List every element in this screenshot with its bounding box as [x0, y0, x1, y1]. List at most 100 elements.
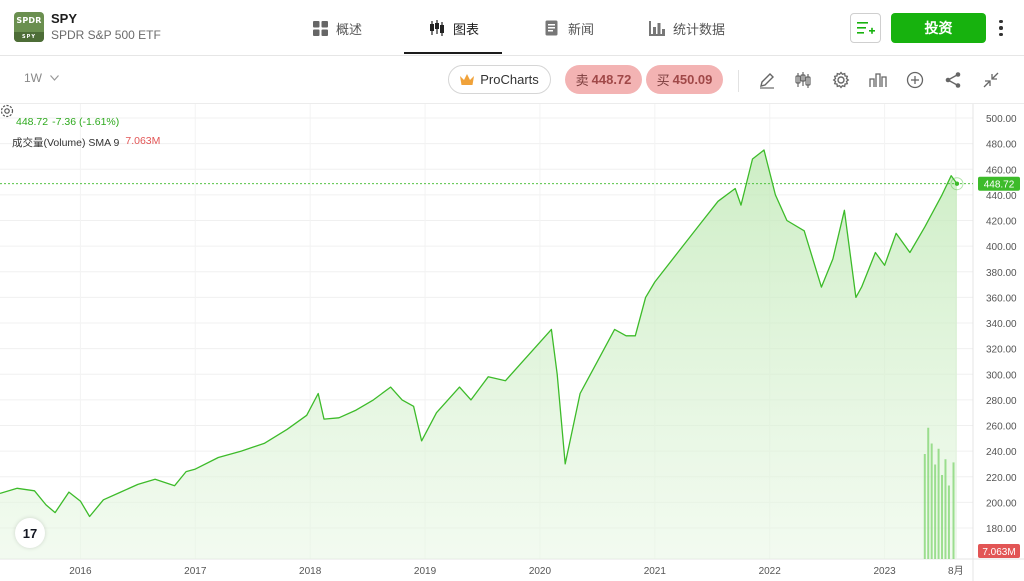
share-icon: [945, 72, 961, 88]
y-tick-label: 400.00: [986, 242, 1017, 253]
y-tick-label: 260.00: [986, 422, 1017, 433]
price-legend: 448.72 -7.36 (-1.61%): [16, 116, 119, 128]
add-indicator-button[interactable]: [903, 68, 927, 92]
prochart-button[interactable]: ProCharts: [448, 65, 551, 94]
volume-value: 7.063M: [125, 135, 161, 147]
chart-toolbar: 1W ProCharts 卖 448.72 买 450.09: [0, 56, 1024, 104]
tradingview-logo[interactable]: 17: [15, 518, 45, 548]
tab-news[interactable]: 新闻: [545, 0, 594, 56]
buy-prefix: 买: [656, 73, 670, 88]
y-tick-label: 360.00: [986, 293, 1017, 304]
indicators-icon: [869, 73, 887, 87]
more-options-icon[interactable]: [995, 15, 1007, 41]
y-tick-label: 220.00: [986, 473, 1017, 484]
price-chart[interactable]: 180.00 200.00 220.00 240.00 260.00 280.00 300.…: [0, 104, 1024, 581]
indicators-button[interactable]: [866, 68, 890, 92]
legend-price: 448.72: [16, 116, 49, 128]
tab-news-label: 新闻: [568, 21, 595, 37]
legend-change: -7.36 (-1.61%): [52, 116, 120, 128]
timeframe-value: 1W: [24, 71, 42, 85]
y-tick-label: 500.00: [986, 114, 1017, 125]
tab-stats-label: 统计数据: [673, 21, 726, 37]
sell-price: 448.72: [591, 72, 632, 87]
x-tick-label: 2017: [184, 566, 207, 577]
volume-bar: [930, 443, 933, 559]
buy-price: 450.09: [672, 72, 713, 87]
y-tick-label: 180.00: [986, 524, 1017, 535]
x-tick-label: 2023: [873, 566, 896, 577]
tab-stats[interactable]: 统计数据: [649, 0, 725, 56]
grid-icon: [313, 20, 328, 36]
candles-icon: [795, 72, 811, 88]
y-tick-label: 460.00: [986, 165, 1017, 176]
volume-bar: [952, 462, 955, 559]
prochart-label: ProCharts: [480, 72, 539, 87]
gear-icon: [832, 71, 850, 89]
plus-circle-icon: [906, 71, 924, 89]
tab-chart-label: 图表: [453, 21, 480, 37]
last-price-badge-label: 448.72: [984, 180, 1015, 191]
y-tick-label: 380.00: [986, 268, 1017, 279]
chart-settings-gear-icon[interactable]: [0, 104, 14, 118]
y-tick-label: 320.00: [986, 345, 1017, 356]
watchlist-add-icon: [856, 22, 875, 34]
invest-button[interactable]: 投资: [891, 13, 986, 43]
chart-type-button[interactable]: [791, 68, 815, 92]
candlestick-icon: [430, 20, 444, 36]
settings-button[interactable]: [829, 68, 853, 92]
tab-overview-label: 概述: [336, 21, 363, 37]
y-tick-label: 280.00: [986, 396, 1017, 407]
spdr-logo: SPDR SPY: [14, 12, 44, 42]
x-tick-label: 2021: [644, 566, 667, 577]
y-tick-label: 300.00: [986, 370, 1017, 381]
toolbar-divider: [738, 70, 739, 92]
bar-stats-icon: [649, 20, 665, 36]
timeframe-select[interactable]: 1W: [24, 71, 59, 85]
y-tick-label: 480.00: [986, 140, 1017, 151]
sell-button[interactable]: 卖 448.72: [565, 65, 642, 94]
volume-bar: [944, 459, 947, 559]
tab-overview[interactable]: 概述: [313, 0, 362, 56]
volume-bar: [927, 427, 930, 559]
x-tick-label: 2020: [529, 566, 552, 577]
y-tick-label: 420.00: [986, 217, 1017, 228]
price-line: [0, 149, 958, 518]
chart-canvas[interactable]: 180.00 200.00 220.00 240.00 260.00 280.00 300.…: [0, 104, 1024, 581]
last-price-marker: [954, 181, 960, 186]
volume-badge: [978, 544, 1020, 558]
volume-bar: [923, 454, 926, 559]
x-tick-label: 2019: [414, 566, 437, 577]
volume-bar: [947, 485, 950, 559]
crown-icon: [460, 74, 475, 85]
collapse-button[interactable]: [979, 68, 1003, 92]
ticker-symbol: SPY: [51, 11, 78, 26]
volume-bar: [937, 448, 940, 559]
chevron-down-icon: [50, 75, 59, 81]
x-tick-label: 2022: [759, 566, 782, 577]
last-price-badge: [978, 176, 1020, 191]
y-tick-label: 440.00: [986, 191, 1017, 202]
x-tick-label: 2016: [69, 566, 92, 577]
pencil-icon: [760, 73, 774, 89]
volume-bar: [941, 475, 944, 559]
news-icon: [545, 20, 558, 36]
fund-name: SPDR S&P 500 ETF: [51, 28, 161, 42]
active-tab-underline: [404, 52, 502, 54]
share-button[interactable]: [941, 68, 965, 92]
last-price-marker-ring: [950, 177, 964, 191]
buy-button[interactable]: 买 450.09: [646, 65, 723, 94]
sell-prefix: 卖: [575, 73, 589, 88]
add-watchlist-button[interactable]: [850, 13, 881, 43]
volume-label: 成交量(Volume) SMA 9: [12, 137, 120, 149]
draw-tool-button[interactable]: [755, 68, 779, 92]
y-tick-label: 200.00: [986, 498, 1017, 509]
price-area: [0, 150, 957, 559]
collapse-icon: [983, 72, 999, 88]
tab-chart[interactable]: 图表: [429, 0, 479, 56]
header-bar: SPDR SPY SPY SPDR S&P 500 ETF 概述 图表 新闻: [0, 0, 1024, 56]
volume-bar: [934, 464, 937, 559]
x-tick-label: 2018: [299, 566, 322, 577]
x-tick-label: 8月: [948, 565, 964, 577]
volume-badge-label: 7.063M: [982, 547, 1015, 558]
volume-legend: 成交量(Volume) SMA 9 7.063M: [12, 135, 160, 150]
